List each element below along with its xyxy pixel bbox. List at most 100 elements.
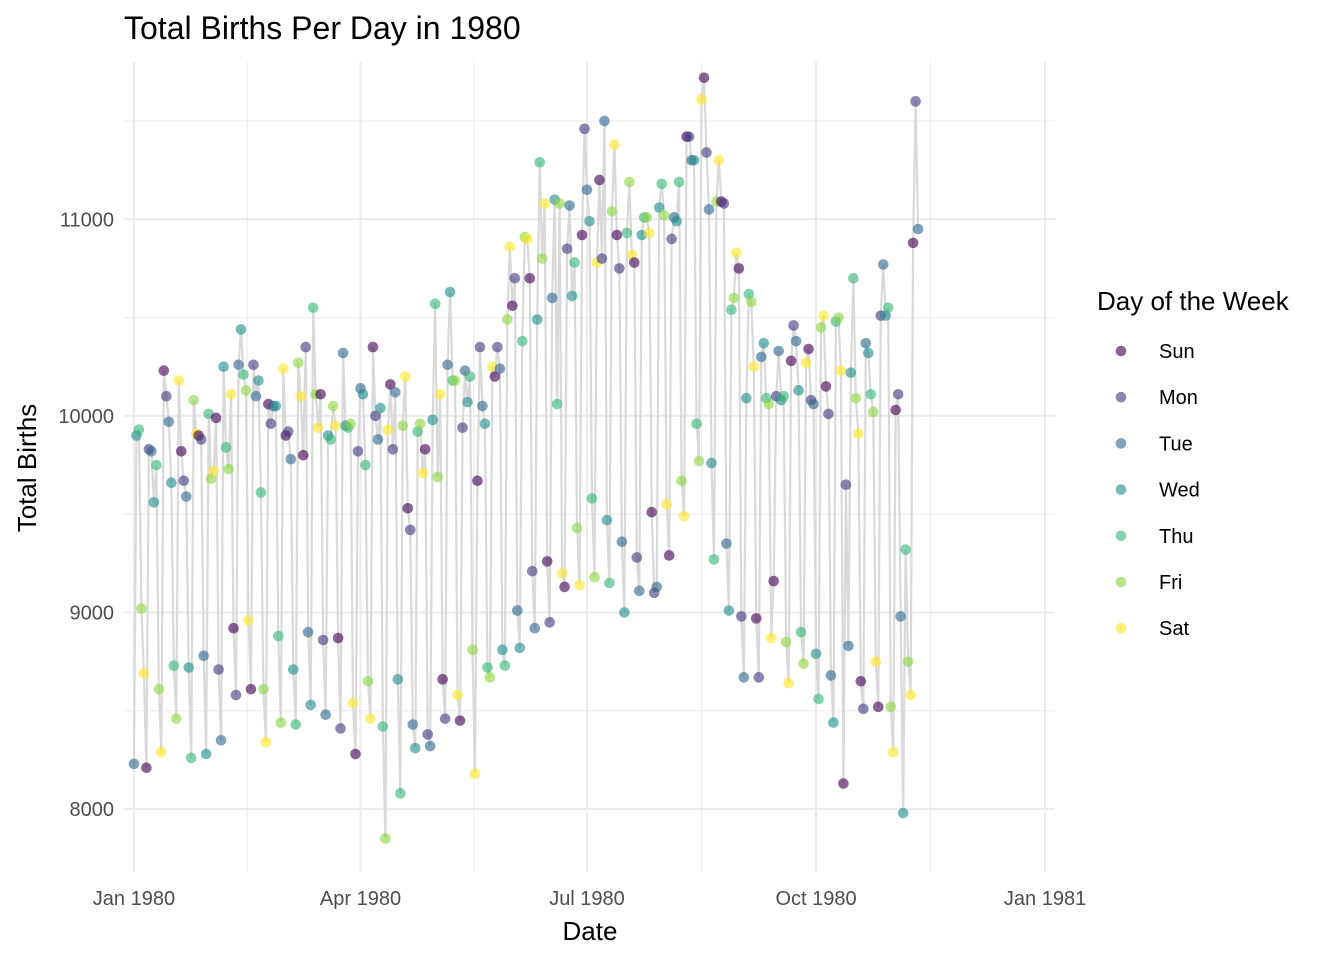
data-point	[882, 302, 894, 314]
data-point	[785, 355, 797, 367]
data-point	[912, 223, 924, 235]
grid-lines	[124, 62, 1055, 872]
data-point	[452, 689, 463, 701]
data-point	[228, 622, 239, 634]
data-point	[365, 713, 376, 724]
data-point	[332, 632, 344, 644]
chart-title: Total Births Per Day in 1980	[124, 10, 521, 46]
legend-key	[1115, 391, 1127, 403]
data-point	[733, 263, 745, 274]
data-point	[243, 615, 254, 626]
data-point	[312, 422, 324, 433]
data-point	[726, 304, 737, 316]
data-point	[845, 367, 857, 378]
data-point	[432, 471, 443, 483]
data-point	[287, 664, 299, 675]
data-point	[437, 674, 448, 685]
data-point	[429, 298, 441, 310]
data-point	[153, 683, 165, 695]
data-point	[499, 660, 511, 671]
data-point	[464, 371, 476, 382]
data-point	[823, 408, 834, 420]
data-point	[250, 390, 262, 402]
data-point	[643, 227, 655, 239]
data-point	[325, 434, 336, 445]
data-point	[161, 390, 172, 402]
data-point	[616, 536, 628, 548]
legend: Day of the Week Sun Mon Tue Wed Thu Fri Sat	[1097, 286, 1290, 640]
data-point	[516, 335, 528, 347]
data-point	[472, 475, 483, 487]
data-point	[860, 337, 872, 349]
legend-key	[1115, 345, 1127, 357]
data-point	[713, 155, 725, 166]
data-point	[574, 579, 585, 591]
data-point	[198, 650, 209, 662]
data-point	[584, 215, 595, 227]
data-point	[910, 96, 921, 107]
data-point	[800, 357, 812, 369]
data-point	[253, 375, 264, 386]
data-point	[402, 502, 414, 514]
data-point	[564, 200, 575, 211]
data-point	[895, 611, 906, 622]
data-point	[808, 398, 819, 410]
data-point	[399, 371, 411, 382]
data-point	[223, 463, 234, 475]
data-point	[514, 642, 526, 654]
y-tick-label: 11000	[60, 209, 114, 231]
legend-key	[1115, 530, 1127, 542]
data-point	[589, 571, 600, 583]
data-point	[273, 630, 284, 642]
data-point	[696, 94, 707, 105]
data-point	[479, 418, 491, 430]
data-point	[395, 788, 406, 799]
x-axis-title: Date	[563, 916, 618, 946]
data-point	[828, 717, 839, 728]
data-point	[489, 371, 501, 382]
data-point	[492, 341, 503, 353]
data-point	[596, 253, 608, 264]
data-point	[404, 524, 416, 536]
data-point	[282, 426, 294, 437]
data-point	[265, 418, 277, 430]
data-point	[504, 241, 516, 253]
data-point	[691, 418, 702, 430]
data-point	[360, 459, 371, 471]
data-point	[292, 357, 304, 369]
data-point	[156, 746, 167, 758]
data-point	[170, 713, 182, 724]
data-point	[855, 676, 867, 687]
data-point	[773, 345, 784, 357]
data-point	[858, 703, 869, 715]
data-point	[708, 554, 720, 565]
data-point	[554, 198, 565, 209]
data-point	[484, 672, 496, 683]
data-point	[512, 605, 523, 616]
y-axis-title: Total Births	[12, 404, 42, 533]
data-point	[653, 202, 665, 213]
data-point	[900, 544, 911, 555]
data-point	[678, 510, 690, 522]
data-point	[594, 174, 605, 186]
data-point	[335, 723, 346, 734]
data-point	[614, 263, 625, 274]
data-point	[890, 404, 901, 416]
data-point	[902, 656, 914, 667]
data-point	[128, 758, 140, 770]
data-point	[780, 636, 792, 648]
data-point	[606, 206, 618, 217]
data-point	[397, 420, 409, 432]
data-point	[414, 418, 426, 430]
y-axis-ticks: 8000 9000 10000 11000	[58, 209, 114, 821]
data-point	[835, 365, 847, 376]
data-point	[556, 567, 568, 579]
data-point	[753, 672, 765, 683]
data-point	[561, 243, 573, 255]
data-point	[146, 445, 157, 457]
data-point	[867, 406, 879, 418]
data-point	[676, 475, 687, 487]
data-point	[235, 324, 247, 335]
data-point	[367, 341, 379, 353]
data-point	[825, 670, 837, 681]
